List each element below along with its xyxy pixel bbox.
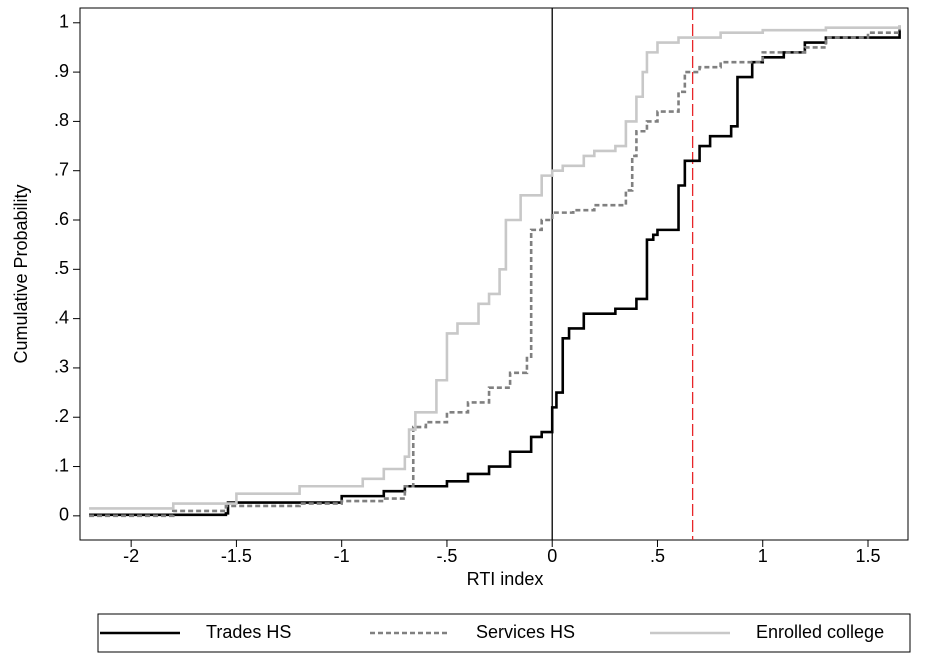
x-tick-label: .5 [650, 546, 665, 566]
x-tick-label: -1 [334, 546, 350, 566]
y-tick-label: .6 [54, 209, 69, 229]
y-tick-label: .1 [54, 455, 69, 475]
x-axis-label: RTI index [467, 569, 544, 589]
x-tick-label: -.5 [436, 546, 457, 566]
y-tick-label: .5 [54, 258, 69, 278]
x-tick-label: -1.5 [221, 546, 252, 566]
y-tick-label: 1 [59, 12, 69, 32]
x-tick-label: -2 [123, 546, 139, 566]
series-line [89, 25, 901, 510]
series-line [89, 25, 901, 518]
y-tick-label: 0 [59, 505, 69, 525]
y-tick-label: .7 [54, 159, 69, 179]
y-tick-label: .4 [54, 307, 69, 327]
legend-label: Services HS [476, 622, 575, 642]
x-tick-label: 1 [758, 546, 768, 566]
y-axis-label: Cumulative Probability [11, 184, 31, 363]
x-tick-label: 1.5 [855, 546, 880, 566]
x-tick-label: 0 [547, 546, 557, 566]
y-tick-label: .3 [54, 357, 69, 377]
y-tick-label: .8 [54, 110, 69, 130]
series-line [89, 30, 901, 517]
plot-frame [79, 7, 909, 541]
y-tick-label: .9 [54, 61, 69, 81]
legend-label: Enrolled college [756, 622, 884, 642]
y-tick-label: .2 [54, 406, 69, 426]
legend-box [97, 613, 911, 653]
legend-label: Trades HS [206, 622, 291, 642]
